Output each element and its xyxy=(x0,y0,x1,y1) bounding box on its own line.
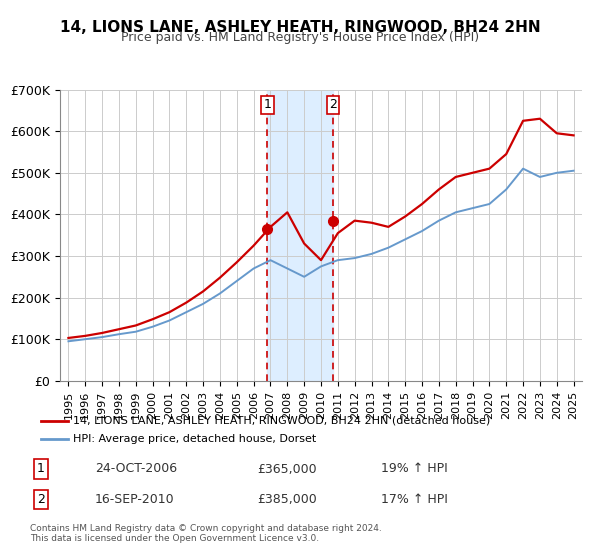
Text: 14, LIONS LANE, ASHLEY HEATH, RINGWOOD, BH24 2HN (detached house): 14, LIONS LANE, ASHLEY HEATH, RINGWOOD, … xyxy=(73,416,490,426)
Text: £365,000: £365,000 xyxy=(257,463,316,475)
Text: HPI: Average price, detached house, Dorset: HPI: Average price, detached house, Dors… xyxy=(73,434,316,444)
Text: 24-OCT-2006: 24-OCT-2006 xyxy=(95,463,177,475)
Text: 2: 2 xyxy=(37,493,45,506)
Text: Contains HM Land Registry data © Crown copyright and database right 2024.
This d: Contains HM Land Registry data © Crown c… xyxy=(30,524,382,543)
Text: 1: 1 xyxy=(263,99,271,111)
Text: £385,000: £385,000 xyxy=(257,493,317,506)
Text: 17% ↑ HPI: 17% ↑ HPI xyxy=(381,493,448,506)
Bar xyxy=(267,90,333,381)
Text: 1: 1 xyxy=(37,463,45,475)
Text: Price paid vs. HM Land Registry's House Price Index (HPI): Price paid vs. HM Land Registry's House … xyxy=(121,31,479,44)
Text: 14, LIONS LANE, ASHLEY HEATH, RINGWOOD, BH24 2HN: 14, LIONS LANE, ASHLEY HEATH, RINGWOOD, … xyxy=(59,20,541,35)
Text: 2: 2 xyxy=(329,99,337,111)
Text: 16-SEP-2010: 16-SEP-2010 xyxy=(95,493,175,506)
Text: 19% ↑ HPI: 19% ↑ HPI xyxy=(381,463,448,475)
